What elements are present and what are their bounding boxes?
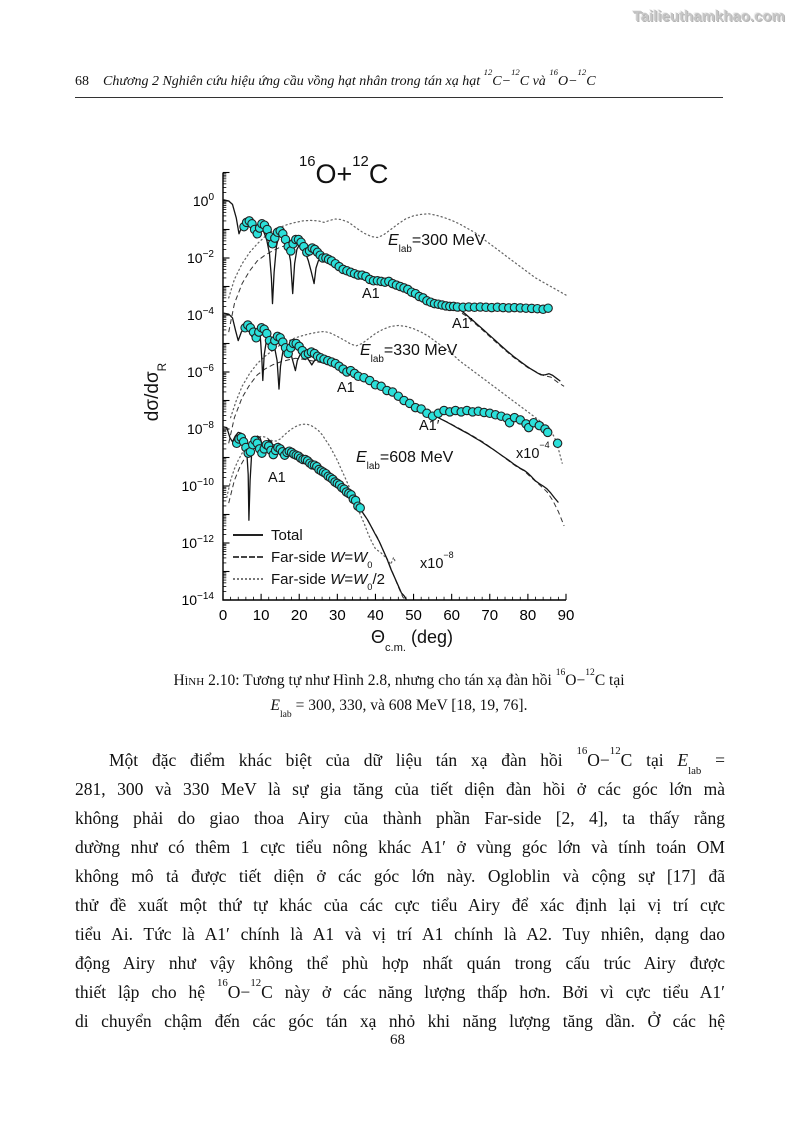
- svg-text:60: 60: [443, 607, 460, 624]
- body-line: thiết lập cho hệ 16O−12C này ở các năng …: [75, 977, 725, 1002]
- svg-text:30: 30: [329, 607, 346, 624]
- y-axis-tick-labels: 100 10−2 10−4 10−6 10−8 10−10 10−12 10−14: [181, 192, 214, 608]
- farside-w0half-curve: [228, 213, 567, 299]
- dashed-line-sample: [233, 556, 263, 558]
- x-axis-ticks: 0 10 20 30 40 50 60 70 80 90: [219, 593, 575, 624]
- svg-text:10−2: 10−2: [187, 249, 214, 266]
- series-datapoints-300-MeV: [239, 216, 553, 315]
- body-line: không phải do giao thoa Airy của thành p…: [75, 808, 725, 828]
- body-line: thử đề xuất một thứ tự khác của các cực …: [75, 895, 725, 915]
- annotation-elab-608: Elab=608 MeV: [356, 449, 454, 472]
- annotation-elab-330: Elab=330 MeV: [360, 342, 458, 365]
- annotation-scale-1e-8: x10−8: [420, 550, 454, 572]
- caption-line-1: Hình 2.10: Tương tự như Hình 2.8, nhưng …: [173, 666, 625, 689]
- figure-caption: Hình 2.10: Tương tự như Hình 2.8, nhưng …: [75, 666, 723, 720]
- svg-text:10−14: 10−14: [181, 591, 214, 608]
- annotation-a1-330: A1: [337, 380, 355, 396]
- svg-text:50: 50: [405, 607, 422, 624]
- y-axis-title: dσ/dσR: [142, 362, 170, 422]
- svg-text:10−12: 10−12: [181, 534, 214, 551]
- body-line: dường như có thêm 1 cực tiểu nông khác A…: [75, 837, 725, 857]
- svg-text:100: 100: [193, 192, 215, 209]
- chart-title: 16O+12C: [299, 154, 389, 189]
- header-chapter-title: Chương 2 Nghiên cứu hiệu ứng cầu vồng hạ…: [103, 67, 596, 89]
- header-page-number: 68: [75, 74, 89, 89]
- series-datapoints-608-MeV: [231, 432, 365, 513]
- annotation-a1prime-330: A1′: [419, 418, 440, 434]
- legend-item-farside-w0: Far-side W=W0: [233, 546, 385, 571]
- annotation-a1-300: A1: [362, 286, 380, 302]
- body-line: không mô tả được tiết diện ở các góc lớn…: [75, 866, 725, 886]
- svg-text:10−10: 10−10: [181, 477, 214, 494]
- dotted-line-sample: [233, 578, 263, 580]
- svg-text:20: 20: [291, 607, 308, 624]
- body-line: Một đặc điểm khác biệt của dữ liệu tán x…: [109, 745, 725, 777]
- svg-text:90: 90: [558, 607, 575, 624]
- legend-label-total: Total: [271, 526, 303, 544]
- farside-w0half-curve: [226, 423, 397, 566]
- svg-text:10−6: 10−6: [187, 363, 214, 380]
- svg-text:40: 40: [367, 607, 384, 624]
- body-line: động Airy như vậy không thể phù hợp nhất…: [75, 953, 725, 973]
- chart-legend: Total Far-side W=W0 Far-side W=W0/2: [233, 524, 385, 593]
- farside-w0-curve: [228, 243, 565, 387]
- annotation-scale-1e-4: x10−4: [516, 440, 550, 462]
- annotation-a1-608: A1: [268, 470, 286, 486]
- body-line: di chuyển chậm đến các góc tán xạ nhỏ kh…: [75, 1011, 725, 1031]
- annotation-a1prime-300: A1′: [452, 316, 473, 332]
- body-line: 281, 300 và 330 MeV là sự gia tăng của t…: [75, 779, 725, 799]
- svg-text:0: 0: [219, 607, 227, 624]
- body-paragraph: Một đặc điểm khác biệt của dữ liệu tán x…: [75, 746, 725, 1036]
- caption-line-2: Elab = 300, 330, và 608 MeV [18, 19, 76]…: [270, 697, 528, 720]
- page-header: 68 Chương 2 Nghiên cứu hiệu ứng cầu vồng …: [75, 67, 723, 98]
- annotation-elab-300: Elab=300 MeV: [388, 232, 486, 255]
- solid-line-sample: [233, 534, 263, 536]
- footer-page-number: 68: [390, 1032, 405, 1048]
- svg-text:10−8: 10−8: [187, 420, 214, 437]
- svg-text:10: 10: [253, 607, 270, 624]
- scattering-chart: 100 10−2 10−4 10−6 10−8 10−10 10−12 10−14 0 10 20 3…: [181, 171, 575, 624]
- legend-item-total: Total: [233, 524, 385, 546]
- watermark: Tailieuthamkhao.com: [632, 8, 785, 25]
- legend-label-farside-w0half: Far-side W=W0/2: [271, 570, 385, 593]
- svg-text:10−4: 10−4: [187, 306, 214, 323]
- legend-label-farside-w0: Far-side W=W0: [271, 548, 373, 571]
- body-line: tiểu Ai. Tức là A1′ chính là A1 và vị tr…: [75, 924, 725, 944]
- legend-item-farside-w0half: Far-side W=W0/2: [233, 568, 385, 593]
- svg-text:70: 70: [481, 607, 498, 624]
- series-datapoints-330-MeV: [240, 320, 563, 449]
- y-axis-ticks: [223, 171, 230, 601]
- x-axis-title: Θc.m. (deg): [370, 627, 454, 654]
- svg-text:80: 80: [520, 607, 537, 624]
